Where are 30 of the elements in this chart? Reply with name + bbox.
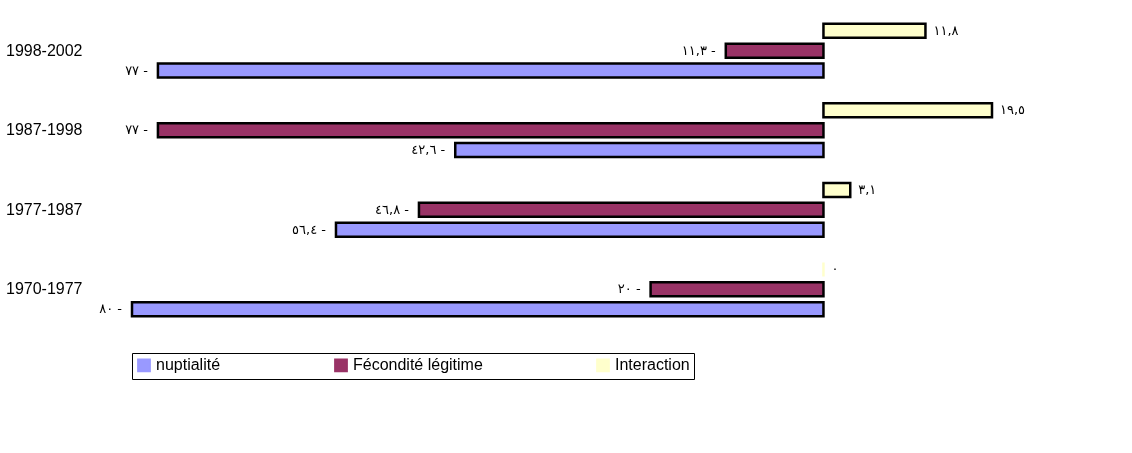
bar bbox=[822, 102, 994, 119]
data-label: ٠ bbox=[831, 261, 839, 277]
y-tick-label: 1970-1977 bbox=[5, 280, 83, 298]
data-label: - ٤٢,٦ bbox=[411, 142, 446, 158]
bar bbox=[822, 181, 852, 199]
y-tick-label: 1998-2002 bbox=[5, 41, 83, 59]
data-label: ٣,١ bbox=[858, 181, 877, 197]
bar bbox=[130, 300, 825, 318]
data-label: - ٢٠ bbox=[617, 281, 641, 297]
y-tick-label: 1977-1987 bbox=[5, 200, 83, 218]
bar bbox=[417, 201, 825, 219]
data-label: - ٧٧ bbox=[125, 122, 149, 138]
data-label: - ١١,٣ bbox=[681, 42, 717, 58]
data-label: - ٤٦,٨ bbox=[375, 201, 410, 217]
bar bbox=[156, 62, 825, 79]
data-label: - ٨٠ bbox=[99, 301, 123, 317]
y-tick-label: 1987-1998 bbox=[5, 121, 83, 139]
legend-label: nuptialité bbox=[156, 356, 221, 374]
bar bbox=[156, 121, 825, 139]
legend-label: Interaction bbox=[615, 356, 690, 374]
data-label: - ٥٦,٤ bbox=[292, 221, 327, 237]
data-label: ١١,٨ bbox=[933, 22, 959, 38]
data-label: - ٧٧ bbox=[125, 62, 149, 78]
data-label: ١٩,٥ bbox=[1000, 102, 1026, 118]
bar bbox=[649, 281, 825, 298]
legend-label: Fécondité légitime bbox=[353, 356, 483, 374]
bar bbox=[454, 141, 825, 159]
bar bbox=[724, 42, 825, 59]
bar bbox=[334, 221, 825, 238]
bar bbox=[822, 22, 927, 40]
